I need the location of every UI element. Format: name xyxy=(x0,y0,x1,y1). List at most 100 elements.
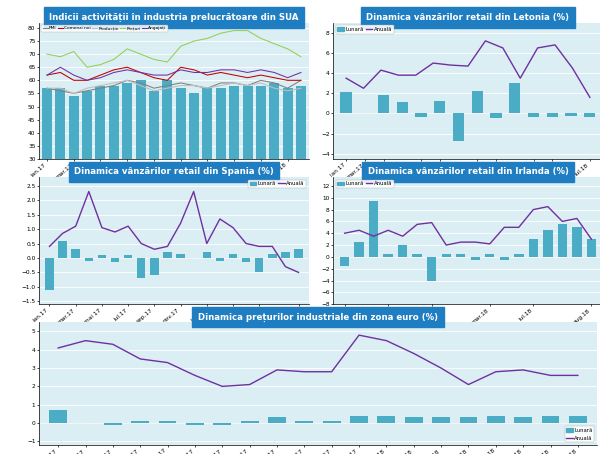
Bar xyxy=(104,423,122,425)
Comenzi noi xyxy=(257,72,265,78)
Legend: Lunară, Anuală: Lunară, Anuală xyxy=(248,180,307,188)
PMI xyxy=(284,85,291,91)
Bar xyxy=(453,114,464,141)
Producție xyxy=(97,83,104,88)
Producție xyxy=(137,83,144,88)
PMI xyxy=(298,78,305,83)
Legend: PMI, Comenzi noi, Producție, Prețuri, Angajați: PMI, Comenzi noi, Producție, Prețuri, An… xyxy=(41,25,168,32)
Bar xyxy=(557,224,567,257)
Bar xyxy=(509,83,520,114)
Prețuri xyxy=(151,57,158,62)
Producție xyxy=(57,85,64,91)
PMI xyxy=(57,88,64,94)
Prețuri xyxy=(190,38,197,44)
Prețuri xyxy=(298,54,305,59)
Line: Prețuri: Prețuri xyxy=(47,30,301,67)
Bar xyxy=(281,252,290,258)
Bar xyxy=(158,421,176,423)
Bar xyxy=(542,416,559,423)
Prețuri xyxy=(284,46,291,52)
Comenzi noi xyxy=(284,78,291,83)
Title: Dinamica prețurilor industriale din zona euro (%): Dinamica prețurilor industriale din zona… xyxy=(198,312,438,322)
Bar xyxy=(427,257,436,281)
Bar xyxy=(415,114,427,117)
PMI xyxy=(164,83,171,88)
Angajați xyxy=(164,72,171,78)
Prețuri xyxy=(177,44,184,49)
Bar xyxy=(378,95,389,114)
Bar xyxy=(383,254,393,257)
Producție xyxy=(70,91,77,96)
Bar xyxy=(487,416,505,423)
Prețuri xyxy=(230,28,238,33)
Bar xyxy=(55,88,65,237)
Legend: Lunară, Anuală: Lunară, Anuală xyxy=(565,426,595,442)
Bar xyxy=(470,257,480,260)
Bar xyxy=(514,254,524,257)
Angajați xyxy=(70,72,77,78)
Angajați xyxy=(124,67,131,73)
PMI xyxy=(97,85,104,91)
Bar xyxy=(42,88,52,237)
Angajați xyxy=(83,78,91,83)
Bar xyxy=(295,421,313,423)
Angajați xyxy=(43,72,50,78)
Bar xyxy=(456,254,466,257)
Comenzi noi xyxy=(124,64,131,70)
Bar xyxy=(528,114,539,117)
Producție xyxy=(164,85,171,91)
Prețuri xyxy=(43,51,50,57)
Comenzi noi xyxy=(97,72,104,78)
Angajați xyxy=(151,72,158,78)
Producție xyxy=(298,85,305,91)
Bar xyxy=(215,258,224,261)
Bar xyxy=(569,416,587,423)
Comenzi noi xyxy=(230,72,238,78)
Bar xyxy=(432,418,450,423)
Bar xyxy=(268,254,277,258)
Producție xyxy=(204,85,211,91)
PMI xyxy=(83,88,91,94)
Producție xyxy=(271,85,278,91)
Producție xyxy=(43,85,50,91)
Prețuri xyxy=(70,49,77,54)
Title: Dinamica vânzărilor retail din Irlanda (%): Dinamica vânzărilor retail din Irlanda (… xyxy=(368,167,568,176)
Legend: Lunară, Anuală: Lunară, Anuală xyxy=(335,25,394,34)
Bar xyxy=(163,252,172,258)
Bar xyxy=(109,85,119,237)
Angajați xyxy=(244,70,251,75)
PMI xyxy=(177,80,184,86)
Bar xyxy=(398,245,407,257)
Bar xyxy=(572,227,581,257)
Bar xyxy=(69,96,79,237)
Bar xyxy=(283,88,293,237)
Bar xyxy=(241,421,259,423)
Comenzi noi xyxy=(177,64,184,70)
Bar xyxy=(584,114,595,117)
Bar xyxy=(340,92,352,114)
Comenzi noi xyxy=(164,78,171,83)
Comenzi noi xyxy=(137,70,144,75)
Bar xyxy=(442,254,451,257)
Prețuri xyxy=(137,51,144,57)
Producție xyxy=(83,85,91,91)
Bar xyxy=(355,242,364,257)
Bar xyxy=(340,257,349,266)
Prețuri xyxy=(204,36,211,41)
Bar xyxy=(49,410,67,423)
Bar xyxy=(58,241,67,258)
Producție xyxy=(217,83,224,88)
Bar xyxy=(242,85,253,237)
Angajați xyxy=(190,70,197,75)
Comenzi noi xyxy=(70,78,77,83)
Line: Producție: Producție xyxy=(47,80,301,94)
Bar xyxy=(412,254,422,257)
Angajați xyxy=(230,67,238,73)
Producție xyxy=(124,78,131,83)
Legend: Lunară, Anuală: Lunară, Anuală xyxy=(335,180,394,188)
Bar xyxy=(323,421,341,423)
Prețuri xyxy=(257,36,265,41)
Angajați xyxy=(137,70,144,75)
Comenzi noi xyxy=(204,72,211,78)
Angajați xyxy=(97,75,104,80)
